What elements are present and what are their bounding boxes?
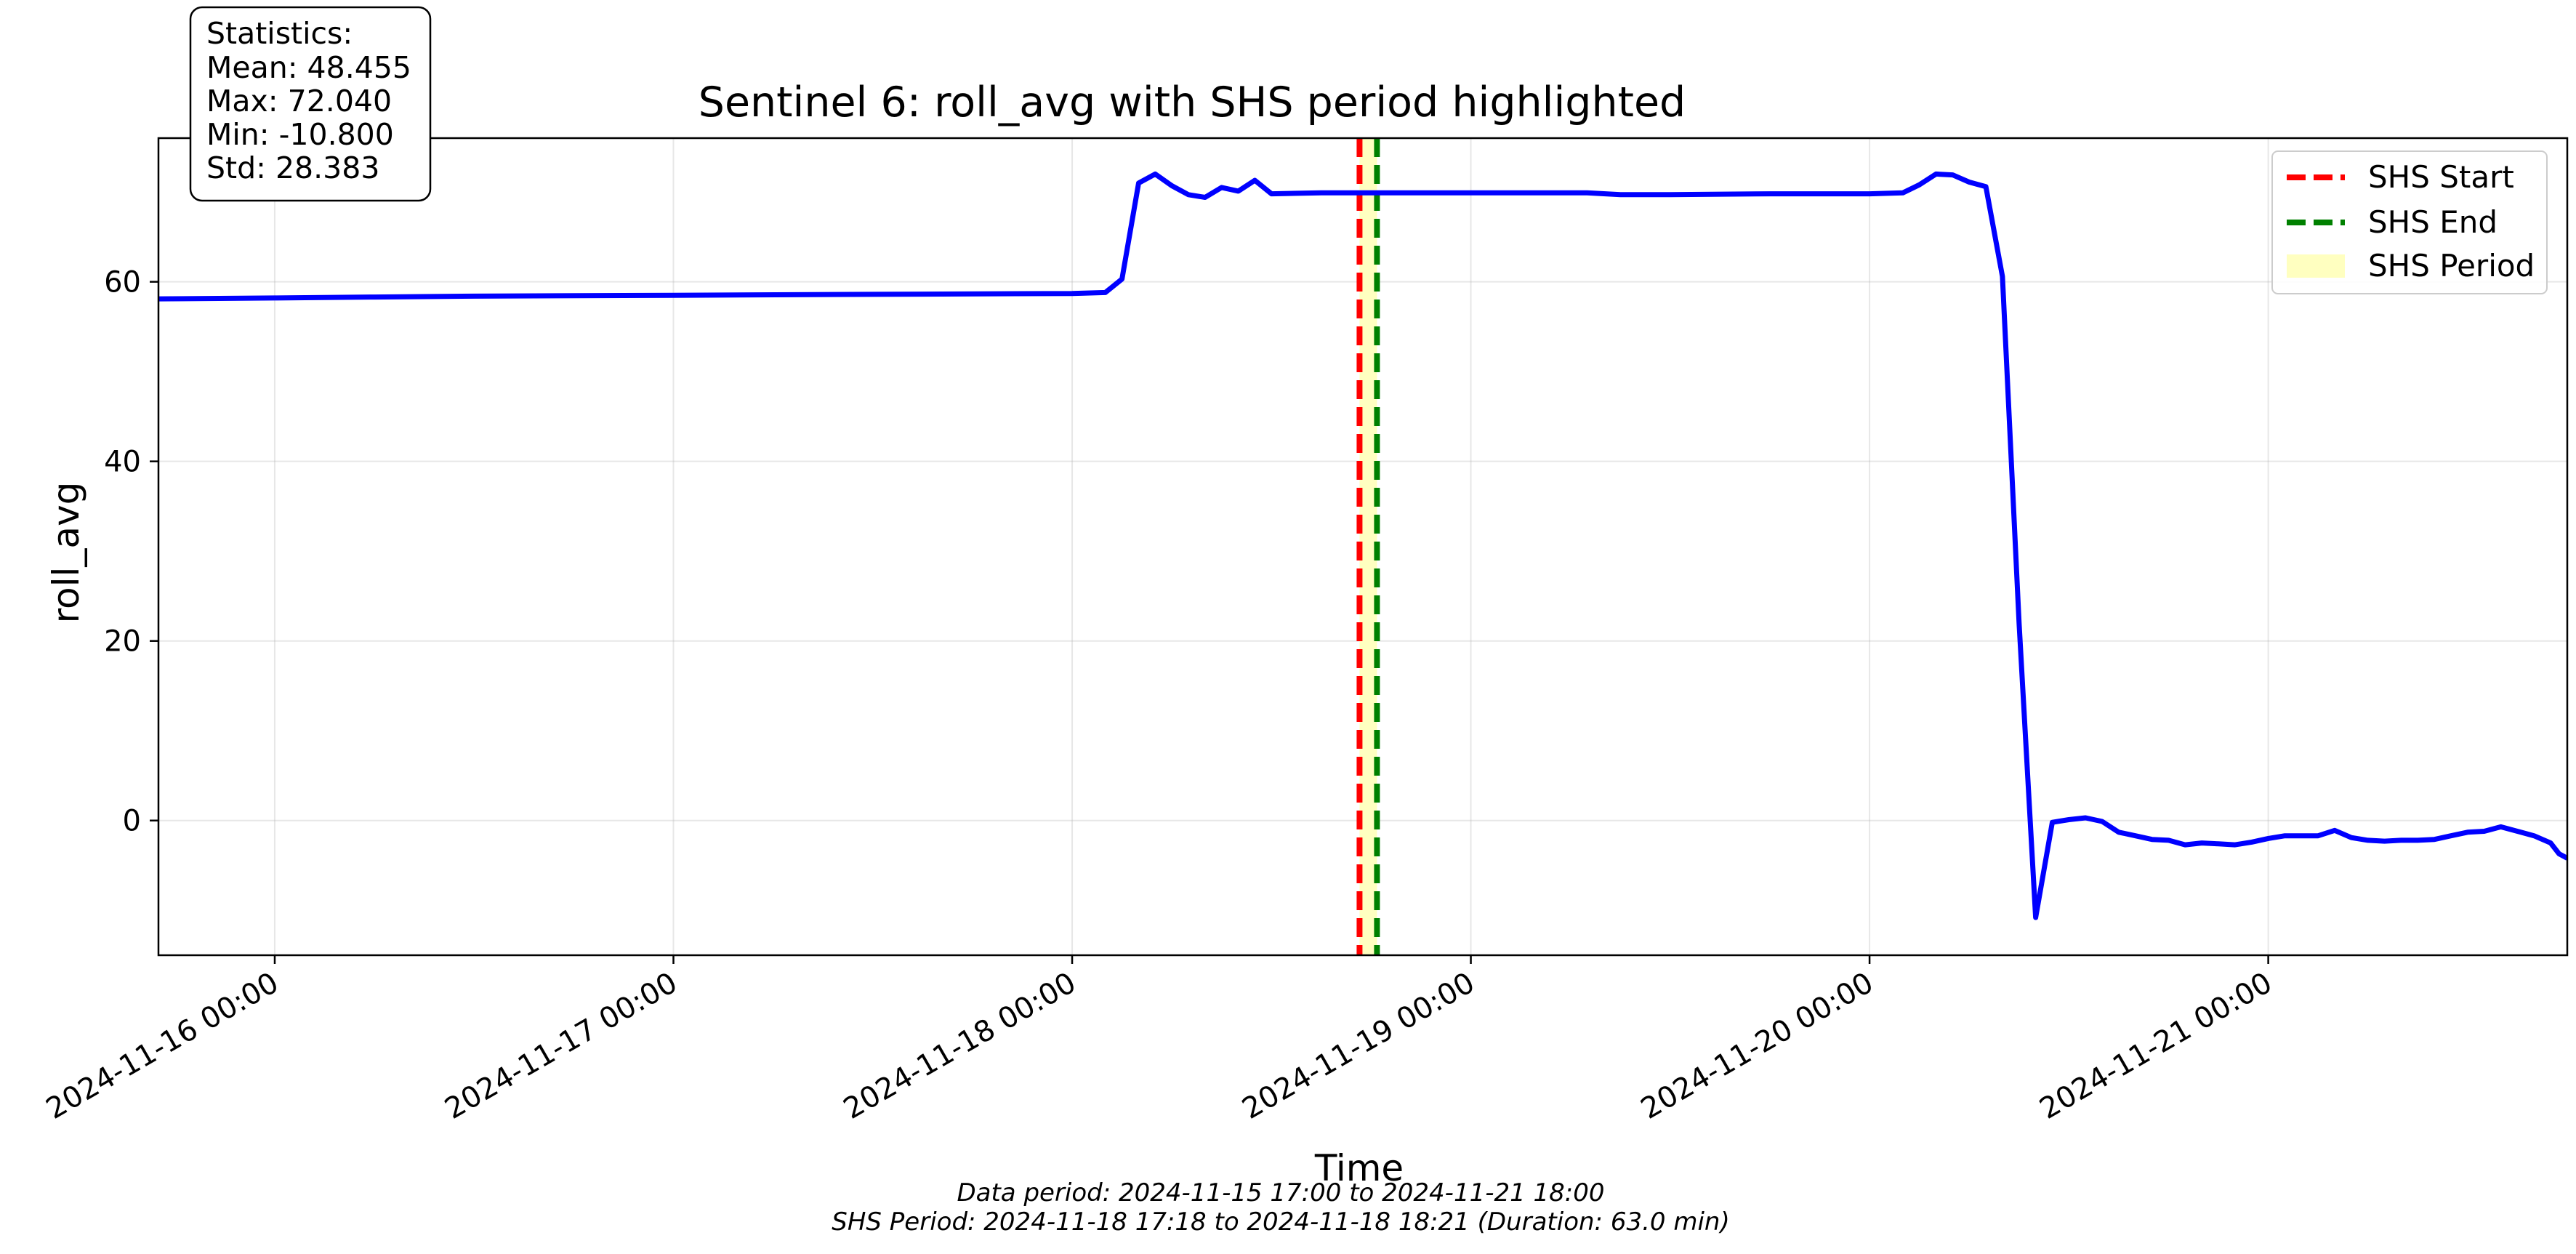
axes-frame <box>157 137 2569 957</box>
chart-title: Sentinel 6: roll_avg with SHS period hig… <box>699 79 1686 126</box>
x-axis-label: Time <box>1314 1147 1404 1189</box>
shs-period-band <box>1359 138 1377 955</box>
stats-line-std: Std: 28.383 <box>206 150 379 185</box>
roll-avg-series-line <box>158 171 2567 920</box>
stats-line-max: Max: 72.040 <box>206 84 392 118</box>
y-ticks: 0 20 40 60 <box>104 266 158 838</box>
statistics-box: Statistics: Mean: 48.455 Max: 72.040 Min… <box>189 6 432 202</box>
stats-line-min: Min: -10.800 <box>206 117 394 152</box>
legend-shs-end-label: SHS End <box>2368 204 2497 240</box>
legend-shs-period-swatch <box>2287 254 2345 278</box>
shs-layer <box>1356 138 1380 955</box>
caption-data-period: Data period: 2024-11-15 17:00 to 2024-11… <box>957 1178 1604 1207</box>
caption-shs-period: SHS Period: 2024-11-18 17:18 to 2024-11-… <box>832 1207 1729 1237</box>
y-tick-label: 40 <box>104 446 141 479</box>
y-tick-label: 0 <box>123 805 141 838</box>
legend: SHS Start SHS End SHS Period <box>2271 150 2548 294</box>
stats-line-mean: Mean: 48.455 <box>206 50 411 85</box>
stats-line-title: Statistics: <box>206 16 353 51</box>
y-tick-label: 60 <box>104 266 141 300</box>
y-tick-label: 20 <box>104 625 141 659</box>
legend-shs-start-label: SHS Start <box>2368 159 2514 195</box>
y-axis-label: roll_avg <box>45 482 87 624</box>
legend-shs-period-label: SHS Period <box>2368 248 2535 284</box>
